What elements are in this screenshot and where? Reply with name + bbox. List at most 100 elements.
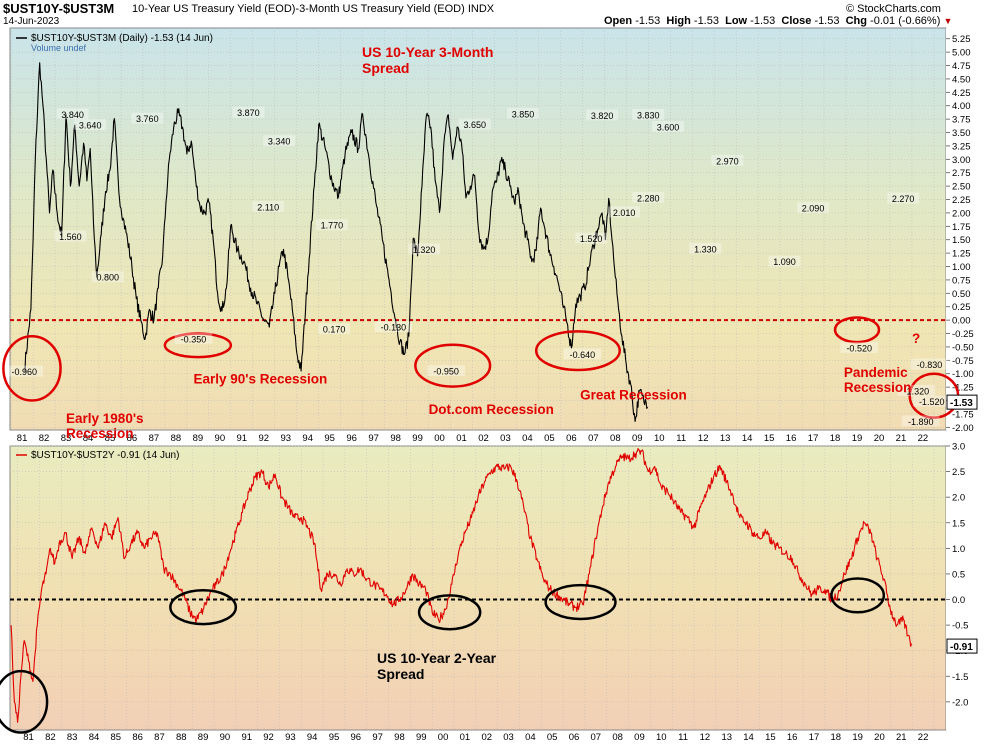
top-x-tick-label: 84 [83,433,94,444]
top-annotation-label: -0.130 [381,323,407,333]
top-y-tick-label: 3.00 [952,155,971,166]
top-annotation-label: -1.520 [919,397,945,407]
top-annotation-bg [840,341,879,353]
bottom-x-tick-label: 93 [285,732,296,743]
top-recession-label: ? [912,331,920,346]
top-annotation-bg [632,108,665,120]
bottom-plot-area [9,445,947,731]
top-y-tick-label: -2.00 [952,423,974,434]
top-y-tick-label: 0.25 [952,302,971,313]
top-annotation-bg [74,119,107,131]
top-y-tick-label: 2.50 [952,182,971,193]
top-x-tick-label: 17 [808,433,819,444]
bottom-x-tick-label: 85 [111,732,122,743]
top-annotation-label: 3.870 [237,108,260,118]
top-annotation-bg [575,232,608,244]
top-annotation-label: -0.640 [570,350,596,360]
top-value-annotation: 3.820 [586,109,619,121]
top-legend-text: $UST10Y-$UST3M (Daily) -1.53 (14 Jun) [31,33,213,44]
top-annotation-bg [711,154,744,166]
top-grid [10,28,946,430]
bottom-x-tick-label: 96 [351,732,362,743]
chart-description: 10-Year US Treasury Yield (EOD)-3-Month … [132,3,495,15]
annotation-layer: -0.960 3.840 1.560 3.640 0.800 3.760 -0.350 3.8… [0,106,978,734]
down-caret-icon: ▼ [943,16,953,26]
bottom-legend: $UST10Y-$UST2Y -0.91 (14 Jun) [16,450,179,461]
top-value-annotation: 1.330 [689,242,722,254]
top-annotation-label: 3.340 [268,137,291,147]
top-x-tick-label: 91 [237,433,248,444]
top-x-tick-label: 90 [215,433,226,444]
top-x-tick-label: 96 [346,433,357,444]
top-annotation-label: -0.350 [181,334,207,344]
top-x-tick-label: 04 [522,433,533,444]
top-annotation-label: 3.850 [512,109,535,119]
top-annotation-bg [652,121,685,133]
top-x-tick-label: 05 [544,433,555,444]
top-x-tick-label: 18 [830,433,841,444]
bottom-last-value-badge: -0.91 [946,638,978,654]
top-legend-volume: Volume undef [31,43,87,53]
top-recession-label: Pandemic [844,365,908,380]
bottom-x-tick-label: 15 [765,732,776,743]
top-annotation-bg [632,191,665,203]
bottom-x-tick-label: 16 [787,732,798,743]
top-x-tick-label: 13 [720,433,731,444]
top-annotation-label: 2.010 [613,208,636,218]
top-x-tick-label: 82 [39,433,50,444]
high-value: -1.53 [693,15,719,27]
bottom-x-tick-label: 90 [220,732,231,743]
top-x-tick-label: 11 [676,433,686,444]
top-annotation-label: 0.170 [323,325,346,335]
bottom-title-line-1: US 10-Year 2-Year [377,650,497,666]
bottom-x-tick-label: 10 [656,732,667,743]
bottom-x-tick-label: 18 [831,732,842,743]
top-annotation-bg [768,255,801,267]
top-value-annotation: 2.270 [887,192,920,204]
top-annotation-label: 1.320 [413,245,436,255]
open-value: -1.53 [635,15,661,27]
top-x-tick-label: 20 [874,433,885,444]
top-annotation-label: -1.890 [908,417,934,427]
top-x-tick-label: 99 [412,433,423,444]
bottom-last-value-box [946,638,978,654]
top-recession-label: Recession [66,426,134,441]
top-annotation-label: 2.970 [716,156,739,166]
top-annotation-label: 3.600 [657,123,680,133]
top-value-annotation: 3.850 [507,107,540,119]
top-axis-bg [946,28,990,430]
top-y-tick-label: -1.25 [952,383,974,394]
bottom-chart-title: US 10-Year 2-Year Spread [377,650,497,682]
chart-symbol: $UST10Y-$UST3M [3,1,115,16]
top-value-annotation: -0.130 [374,321,413,333]
top-value-annotation: 3.830 [632,108,665,120]
top-annotation-bg [586,109,619,121]
top-annotation-label: 2.280 [637,193,660,203]
top-recession-label: Dot.com Recession [429,402,554,417]
top-value-annotation: -1.320 [897,384,936,396]
top-y-tick-label: 5.00 [952,48,971,59]
bottom-x-tick-label: 17 [809,732,820,743]
top-value-annotation: 3.870 [232,106,265,118]
top-value-annotation: 3.760 [131,112,164,124]
top-annotation-label: 3.650 [463,120,486,130]
top-value-annotation: -0.350 [174,332,213,344]
top-annotation-bg [797,202,830,214]
bottom-x-tick-label: 89 [198,732,209,743]
bottom-recession-circle [0,669,49,734]
top-value-annotation: 1.520 [575,232,608,244]
top-value-annotation: -0.960 [5,365,44,377]
top-y-tick-label: 2.25 [952,195,971,206]
bottom-x-tick-label: 97 [372,732,383,743]
top-value-annotation: 1.770 [315,219,348,231]
top-value-annotation: 2.970 [711,154,744,166]
top-x-tick-label: 93 [280,433,291,444]
top-value-annotation: 2.090 [797,202,830,214]
top-value-annotation: 1.560 [54,230,87,242]
top-annotation-label: 1.520 [580,234,603,244]
top-annotation-bg [507,107,540,119]
top-annotation-label: -0.960 [12,367,38,377]
top-annotation-label: 2.270 [892,194,915,204]
top-x-tick-label: 07 [588,433,599,444]
bottom-x-tick-label: 99 [416,732,427,743]
